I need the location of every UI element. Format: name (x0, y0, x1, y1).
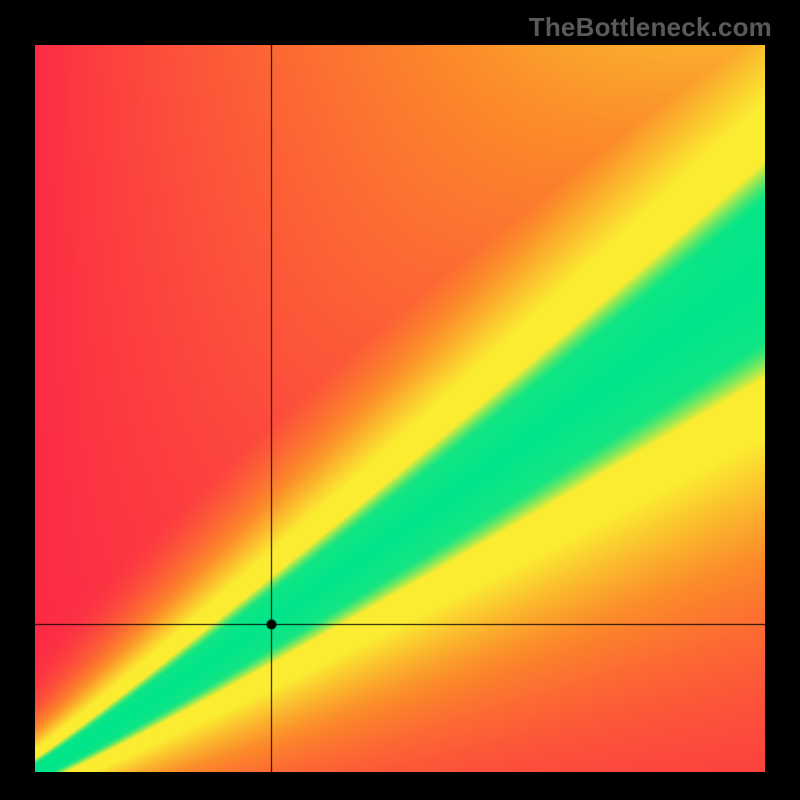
watermark-text: TheBottleneck.com (529, 12, 772, 43)
bottleneck-heatmap (35, 45, 765, 772)
